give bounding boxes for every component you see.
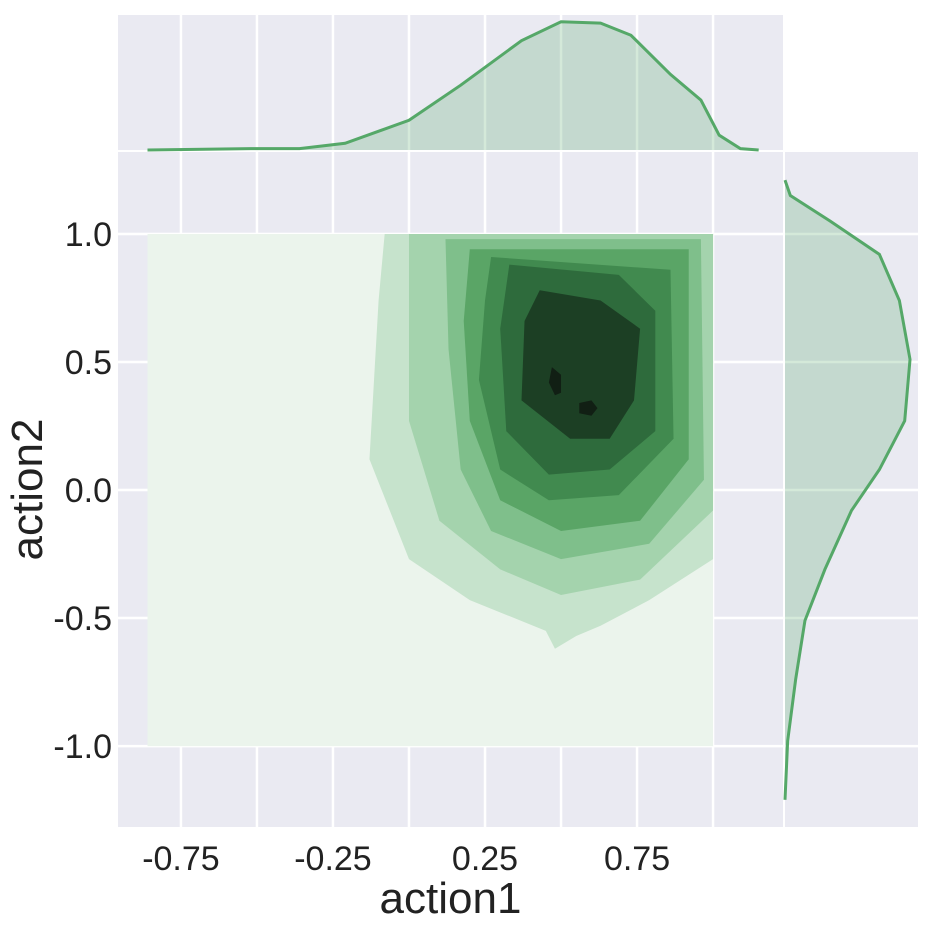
- density-contour: [521, 290, 641, 439]
- x-tick-label: -0.75: [142, 840, 220, 878]
- y-tick-label: -1.0: [53, 728, 112, 766]
- marginal-line: [147, 20, 759, 152]
- y-tick-label: 1.0: [65, 216, 112, 254]
- marginal-line: [783, 179, 912, 800]
- top-panel: [118, 15, 783, 150]
- y-tick-label: -0.5: [53, 600, 112, 638]
- y-tick-label: 0.0: [65, 472, 112, 510]
- x-axis-label: action1: [380, 874, 522, 920]
- density-contour: [579, 400, 598, 416]
- marginal-area: [147, 21, 759, 150]
- y-axis-label: action2: [3, 419, 52, 561]
- x-tick-label: 0.75: [604, 840, 670, 878]
- density-contour: [548, 367, 562, 396]
- x-tick-label: -0.25: [294, 840, 372, 878]
- y-tick-label: 0.5: [65, 344, 112, 382]
- marginal-area: [785, 180, 911, 800]
- x-tick-label: 0.25: [452, 840, 518, 878]
